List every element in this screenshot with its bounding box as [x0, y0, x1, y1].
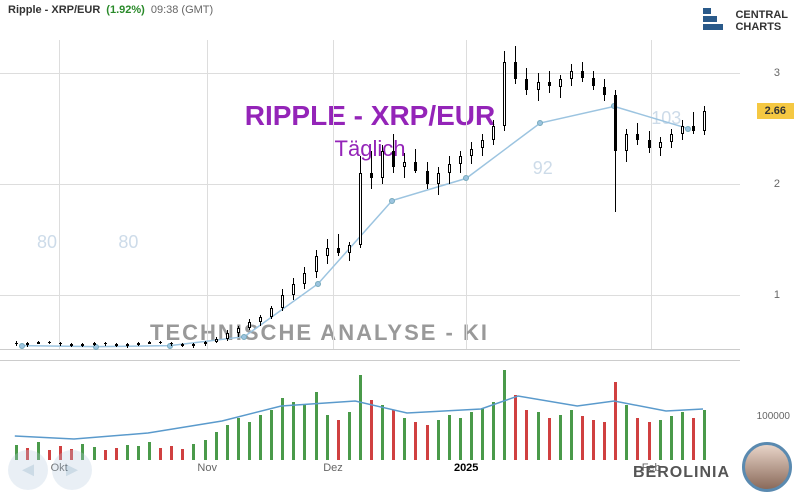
volume-bar — [459, 418, 462, 460]
indicator-point — [241, 334, 247, 340]
volume-bar — [426, 425, 429, 460]
volume-bar — [448, 415, 451, 460]
volume-bar — [148, 442, 151, 460]
volume-bar — [159, 448, 162, 460]
volume-bar — [115, 448, 118, 460]
volume-bar — [625, 405, 628, 460]
volume-bar — [437, 420, 440, 460]
pct-change: (1.92%) — [106, 4, 145, 16]
y-tick-label: 1 — [774, 289, 780, 301]
indicator-point — [537, 120, 543, 126]
volume-bar — [170, 446, 173, 460]
indicator-point — [315, 281, 321, 287]
volume-bar — [703, 410, 706, 460]
volume-bar — [648, 422, 651, 460]
volume-bar — [248, 422, 251, 460]
volume-bar — [581, 416, 584, 460]
volume-bar — [181, 449, 184, 460]
indicator-point — [389, 198, 395, 204]
volume-bar — [681, 412, 684, 460]
indicator-point — [685, 126, 691, 132]
pair-title: Ripple - XRP/EUR — [8, 4, 100, 16]
volume-bar — [414, 422, 417, 460]
volume-bar — [270, 410, 273, 460]
watermark-number: 80 — [37, 232, 57, 253]
volume-bar — [93, 447, 96, 460]
timestamp: 09:38 (GMT) — [151, 4, 213, 16]
volume-bar — [514, 395, 517, 460]
nav-next-icon[interactable]: ► — [52, 450, 92, 490]
volume-bar — [204, 440, 207, 460]
volume-bar — [315, 392, 318, 460]
volume-bar — [548, 418, 551, 460]
volume-bar — [525, 410, 528, 460]
volume-bar — [237, 418, 240, 460]
volume-bar — [492, 402, 495, 460]
x-tick-label: 2025 — [454, 462, 478, 474]
volume-bar — [348, 412, 351, 460]
volume-bar — [137, 446, 140, 460]
volume-bar — [281, 398, 284, 460]
centralcharts-logo[interactable]: CENTRALCHARTS — [703, 8, 788, 34]
volume-bar — [503, 370, 506, 460]
volume-bar — [303, 405, 306, 460]
volume-bar — [126, 445, 129, 460]
volume-bar — [326, 415, 329, 460]
volume-bar — [337, 420, 340, 460]
volume-bar — [559, 415, 562, 460]
volume-bar — [403, 418, 406, 460]
volume-bar — [381, 405, 384, 460]
volume-bar — [392, 410, 395, 460]
chart-header: Ripple - XRP/EUR (1.92%) 09:38 (GMT) — [8, 4, 213, 16]
volume-bar — [659, 420, 662, 460]
volume-bar — [614, 382, 617, 460]
volume-bar — [570, 410, 573, 460]
volume-bar — [259, 415, 262, 460]
x-tick-label: Dez — [323, 462, 343, 474]
nav-prev-icon[interactable]: ◄ — [8, 450, 48, 490]
volume-bar — [192, 444, 195, 460]
avatar-icon[interactable] — [742, 442, 792, 492]
nav-arrows: ◄ ► — [8, 450, 92, 490]
volume-bar — [692, 418, 695, 460]
volume-bar — [537, 412, 540, 460]
y-tick-label: 3 — [774, 67, 780, 79]
volume-bar — [359, 375, 362, 460]
volume-bar — [215, 432, 218, 460]
watermark-number: 103 — [651, 108, 681, 129]
brand-label: BEROLINIA — [633, 464, 730, 482]
watermark-number: 80 — [118, 232, 138, 253]
volume-chart[interactable]: 100000 — [0, 360, 740, 460]
x-tick-label: Nov — [197, 462, 217, 474]
indicator-point — [19, 343, 25, 349]
current-price-badge: 2.66 — [757, 103, 794, 119]
volume-bar — [370, 400, 373, 460]
x-axis: OktNovDez2025Feb — [0, 462, 740, 492]
volume-bar — [636, 418, 639, 460]
volume-bar — [592, 420, 595, 460]
volume-bar — [470, 412, 473, 460]
indicator-point — [463, 175, 469, 181]
volume-bar — [226, 425, 229, 460]
volume-bar — [292, 402, 295, 460]
chart-title: RIPPLE - XRP/EUR — [245, 100, 495, 132]
volume-bar — [104, 450, 107, 460]
y-tick-label: 2 — [774, 178, 780, 190]
volume-bar — [670, 416, 673, 460]
watermark-text: TECHNISCHE ANALYSE - KI — [150, 320, 489, 346]
volume-bar — [603, 422, 606, 460]
logo-text: CENTRALCHARTS — [735, 9, 788, 33]
volume-ytick: 100000 — [757, 411, 790, 422]
watermark-number: 92 — [533, 158, 553, 179]
logo-icon — [703, 8, 729, 34]
volume-bar — [481, 408, 484, 460]
price-chart[interactable]: RIPPLE - XRP/EUR Täglich TECHNISCHE ANAL… — [0, 40, 740, 350]
